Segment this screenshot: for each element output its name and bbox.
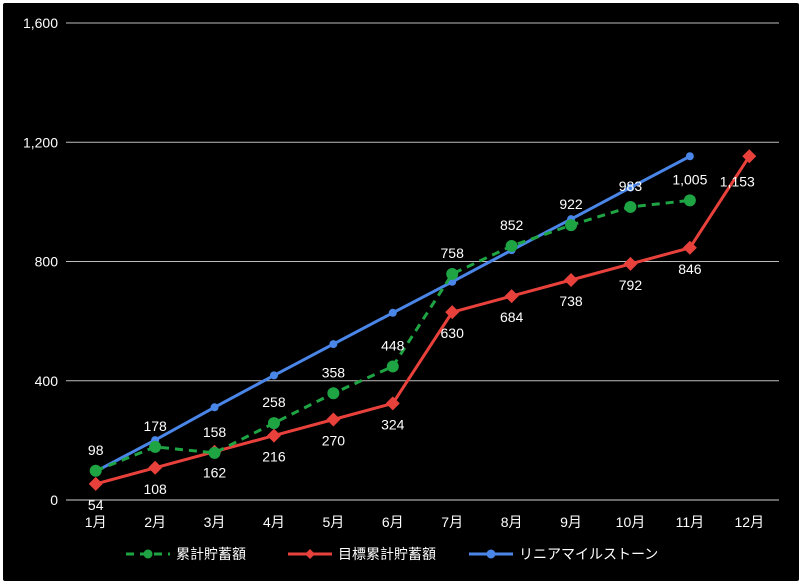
x-tick-label: 11月 <box>676 514 705 530</box>
x-tick-label: 9月 <box>560 514 582 530</box>
x-axis-ticks: 1月 2月 3月 4月 5月 6月 7月 8月 9月 10月 11月 12月 <box>85 514 764 530</box>
data-label: 738 <box>559 293 583 309</box>
x-tick-label: 7月 <box>441 514 463 530</box>
data-label: 448 <box>381 337 405 353</box>
data-point-2 <box>685 152 694 161</box>
data-label: 758 <box>441 245 465 261</box>
data-point-1 <box>266 428 281 443</box>
data-point-1 <box>564 272 579 287</box>
data-point-1 <box>504 289 519 304</box>
series-line-0 <box>95 198 691 473</box>
x-tick-label: 8月 <box>501 514 523 530</box>
data-point-0 <box>149 440 162 453</box>
data-label: 54 <box>88 497 104 513</box>
y-tick-label: 1,200 <box>23 134 58 150</box>
data-point-0 <box>386 360 399 373</box>
data-label: 158 <box>203 424 227 440</box>
data-label: 358 <box>322 364 346 380</box>
x-tick-label: 2月 <box>144 514 166 530</box>
data-label: 792 <box>619 277 643 293</box>
data-point-2 <box>329 340 338 349</box>
data-point-1 <box>742 149 757 164</box>
x-tick-label: 12月 <box>735 514 765 530</box>
x-tick-label: 5月 <box>322 514 344 530</box>
data-point-0 <box>89 464 102 477</box>
data-label: 1,005 <box>672 171 707 187</box>
legend-marker <box>143 549 153 559</box>
data-point-0 <box>624 200 637 213</box>
series-group <box>88 149 757 491</box>
data-label: 258 <box>262 394 286 410</box>
legend-marker <box>305 549 315 559</box>
data-label: 630 <box>441 325 465 341</box>
chart-frame: 0 400 800 1,200 1,600 1月 2月 3月 4月 5月 6月 7月 8月 9月 10月 1… <box>3 3 799 581</box>
data-label: 324 <box>381 416 405 432</box>
data-label: 1,153 <box>720 173 755 189</box>
data-point-1 <box>445 305 460 320</box>
x-tick-label: 3月 <box>204 514 226 530</box>
data-label: 846 <box>678 261 702 277</box>
data-point-1 <box>148 460 163 475</box>
gridlines <box>66 22 779 501</box>
data-point-1 <box>88 476 103 491</box>
data-label: 922 <box>559 196 583 212</box>
x-tick-label: 4月 <box>263 514 285 530</box>
y-tick-label: 800 <box>35 254 59 270</box>
data-label: 178 <box>143 418 167 434</box>
y-axis-ticks: 0 400 800 1,200 1,600 <box>23 15 58 508</box>
y-tick-label: 0 <box>50 492 58 508</box>
data-label: 983 <box>619 178 643 194</box>
legend-marker <box>486 549 496 559</box>
data-point-0 <box>267 417 280 430</box>
data-label: 108 <box>143 481 167 497</box>
data-point-0 <box>208 446 221 459</box>
data-labels: 54 108 162 216 270 324 630 684 738 792 846 1,153 98 1… <box>88 171 755 513</box>
data-point-0 <box>327 387 340 400</box>
data-label: 684 <box>500 309 524 325</box>
data-point-2 <box>626 183 635 192</box>
data-point-0 <box>446 268 459 281</box>
y-tick-label: 400 <box>35 373 59 389</box>
data-point-2 <box>210 403 219 412</box>
y-tick-label: 1,600 <box>23 15 58 31</box>
data-point-0 <box>565 219 578 232</box>
legend-label: リニアマイルストーン <box>519 547 658 563</box>
data-point-2 <box>269 371 278 380</box>
data-label: 852 <box>500 217 524 233</box>
data-point-0 <box>505 239 518 252</box>
data-point-2 <box>388 308 397 317</box>
data-label: 162 <box>203 465 227 481</box>
legend: 累計貯蓄額 目標累計貯蓄額 リニアマイルストーン <box>126 547 658 563</box>
data-label: 270 <box>322 433 346 449</box>
data-point-1 <box>623 256 638 271</box>
legend-label: 累計貯蓄額 <box>176 547 246 563</box>
legend-label: 目標累計貯蓄額 <box>338 547 436 563</box>
x-tick-label: 10月 <box>616 514 646 530</box>
data-point-1 <box>682 240 697 255</box>
x-tick-label: 1月 <box>85 514 107 530</box>
data-point-1 <box>385 396 400 411</box>
data-point-1 <box>326 412 341 427</box>
data-label: 216 <box>262 449 286 465</box>
data-point-0 <box>683 194 696 207</box>
series-line-1 <box>94 154 751 486</box>
x-tick-label: 6月 <box>382 514 404 530</box>
data-label: 98 <box>88 442 104 458</box>
